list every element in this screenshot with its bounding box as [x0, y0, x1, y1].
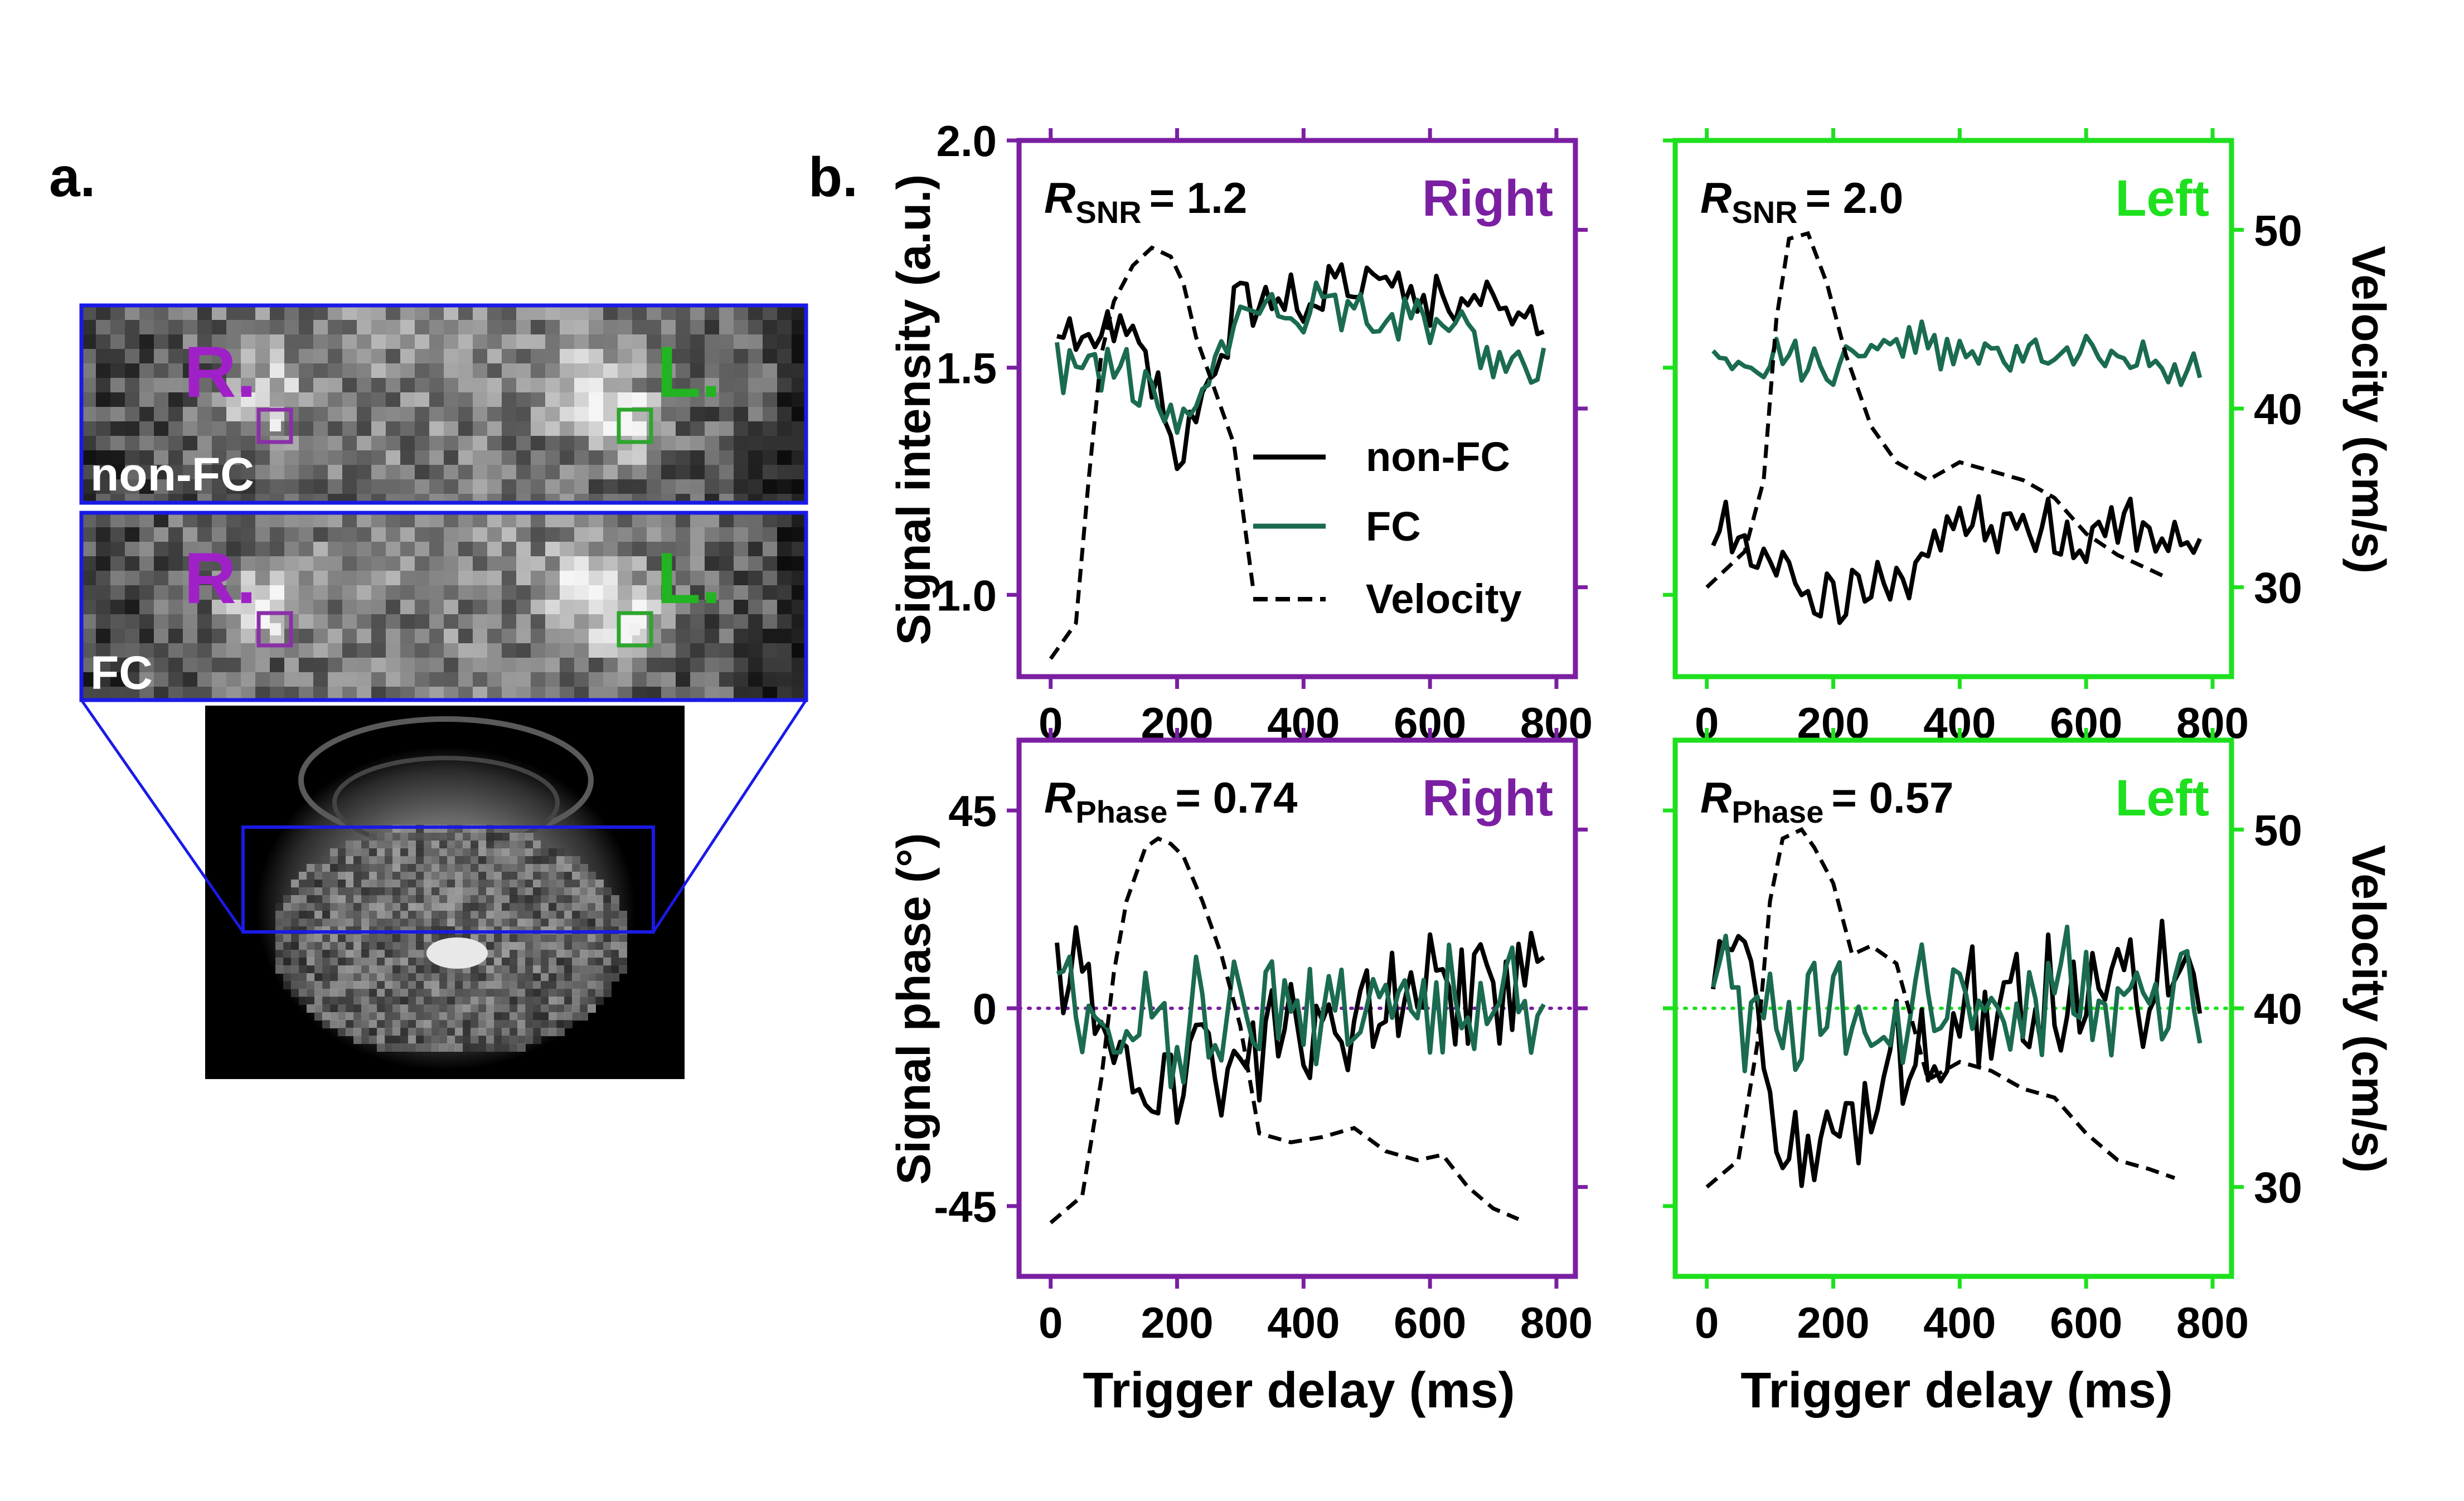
- roi-right-top: [256, 407, 293, 444]
- legend-label-fc: FC: [1366, 503, 1421, 550]
- x-tick-label: 400: [1923, 1298, 1996, 1347]
- v-tick-label: 30: [2254, 1163, 2302, 1212]
- r-stat-label: RSNR = 1.2: [1044, 173, 1247, 230]
- mri-strip-fc-label: FC: [90, 647, 153, 699]
- x-tick-label: 400: [1267, 1298, 1340, 1347]
- x-tick-label: 0: [1039, 1298, 1063, 1347]
- series-velocity: [1049, 245, 1255, 660]
- series-fc: [1056, 943, 1546, 1090]
- r-stat-label: RPhase = 0.74: [1044, 773, 1297, 829]
- side-label: Left: [2115, 170, 2209, 227]
- mri-strip-nonfc: [81, 305, 806, 503]
- ylabel-signal-phase: Signal phase (°): [887, 833, 940, 1184]
- v-tick-label: 50: [2254, 206, 2302, 255]
- panel-label-a: a.: [49, 146, 95, 208]
- v-tick-label: 30: [2254, 564, 2302, 613]
- v-tick-label: 50: [2254, 805, 2302, 854]
- y-tick-label: 1.5: [937, 344, 997, 393]
- legend-label-velocity: Velocity: [1366, 576, 1522, 622]
- side-label: Left: [2115, 770, 2209, 827]
- series-fc: [1055, 280, 1546, 435]
- roi-right-bottom: [256, 611, 293, 648]
- roi-left-bottom: [617, 611, 653, 648]
- series-fc: [1711, 319, 2203, 387]
- xlabel-right: Trigger delay (ms): [1740, 1363, 2172, 1419]
- series-velocity: [1049, 836, 1520, 1225]
- y-tick-label: 2.0: [937, 116, 997, 166]
- series-nonfc: [1711, 919, 2203, 1188]
- series-velocity: [1705, 827, 2176, 1189]
- x-tick-label: 200: [1797, 1298, 1869, 1347]
- x-tick-label: 200: [1141, 1298, 1213, 1347]
- series-nonfc: [1055, 925, 1545, 1125]
- mri-panel: R. L. non-FC R. L. FC: [79, 303, 808, 1079]
- mri-strip-fc: [81, 513, 806, 700]
- chart-phase-right: 0 200 400 600 800 -45 0 45 RPhase = 0.74 Right: [934, 728, 1593, 1347]
- panel-label-b: b.: [808, 146, 858, 208]
- v-tick-label: 40: [2254, 385, 2302, 434]
- mri-left-marker-top: L.: [657, 331, 721, 412]
- x-tick-label: 800: [1520, 1298, 1593, 1347]
- x-tick-label: 600: [2050, 1298, 2122, 1347]
- r-stat-label: RSNR = 2.0: [1700, 173, 1903, 230]
- y-tick-label: 0: [973, 984, 997, 1033]
- ylabel-velocity-bottom: Velocity (cm/s): [2342, 845, 2395, 1173]
- mri-strip-fc-frame: [79, 511, 808, 702]
- xlabel-left: Trigger delay (ms): [1083, 1363, 1515, 1419]
- series-fc: [1711, 924, 2203, 1073]
- y-tick-label: 1.0: [937, 571, 997, 620]
- series-nonfc: [1056, 262, 1545, 472]
- roi-left-top: [617, 407, 653, 444]
- x-tick-label: 800: [2176, 1298, 2249, 1347]
- side-label: Right: [1422, 770, 1553, 827]
- r-stat-label: RPhase = 0.57: [1700, 773, 1953, 829]
- ylabel-velocity-top: Velocity (cm/s): [2342, 246, 2395, 574]
- y-tick-label: 45: [948, 786, 997, 835]
- series-nonfc: [1711, 494, 2202, 625]
- side-label: Right: [1422, 170, 1553, 227]
- x-tick-label: 0: [1695, 1298, 1719, 1347]
- legend: non-FC FC Velocity: [1253, 434, 1522, 622]
- y-tick-label: -45: [934, 1182, 997, 1231]
- mri-left-marker-bottom: L.: [657, 537, 721, 619]
- mri-strip-nonfc-label: non-FC: [90, 448, 254, 501]
- mri-strip-nonfc-frame: [79, 303, 808, 505]
- mri-zoom-box: [241, 825, 655, 934]
- mri-right-marker-top: R.: [184, 331, 256, 412]
- legend-label-nonfc: non-FC: [1366, 434, 1510, 480]
- zoom-line-right: [652, 699, 808, 933]
- v-tick-label: 40: [2254, 984, 2302, 1033]
- zoom-line-left: [80, 699, 245, 933]
- chart-phase-left: 0 200 400 600 800 30 40 50 RPhase = 0.57 Left: [1663, 728, 2302, 1347]
- ylabel-signal-intensity: Signal intensity (a.u.): [887, 174, 940, 645]
- series-velocity: [1705, 231, 2170, 589]
- mri-full-scan: [205, 706, 685, 1079]
- x-tick-label: 600: [1394, 1298, 1466, 1347]
- mri-right-marker-bottom: R.: [184, 537, 256, 619]
